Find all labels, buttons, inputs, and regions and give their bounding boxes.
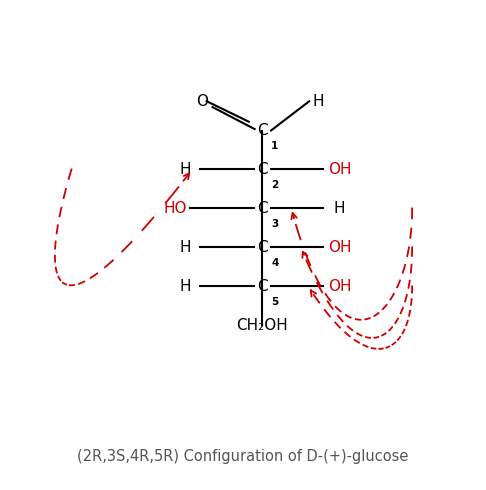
Text: 2: 2 — [271, 180, 278, 190]
Text: H: H — [179, 162, 191, 177]
Text: 3: 3 — [271, 219, 278, 229]
Text: HO: HO — [164, 201, 187, 216]
Text: 5: 5 — [271, 297, 278, 307]
Text: OH: OH — [328, 162, 351, 177]
Text: H: H — [179, 279, 191, 294]
Text: H: H — [312, 94, 324, 109]
Text: C: C — [257, 201, 268, 216]
Text: (2R,3S,4R,5R) Configuration of D-(+)-glucose: (2R,3S,4R,5R) Configuration of D-(+)-glu… — [77, 449, 409, 465]
Text: C: C — [257, 279, 268, 294]
Text: 1: 1 — [271, 141, 278, 151]
Text: C: C — [257, 162, 268, 177]
Text: C: C — [257, 240, 268, 255]
Text: C: C — [257, 123, 268, 138]
Text: OH: OH — [328, 279, 351, 294]
Text: CH₂OH: CH₂OH — [237, 318, 288, 333]
Text: 4: 4 — [271, 258, 278, 268]
Text: OH: OH — [328, 240, 351, 255]
Text: H: H — [334, 201, 346, 216]
Text: O: O — [196, 94, 208, 109]
Text: H: H — [179, 240, 191, 255]
